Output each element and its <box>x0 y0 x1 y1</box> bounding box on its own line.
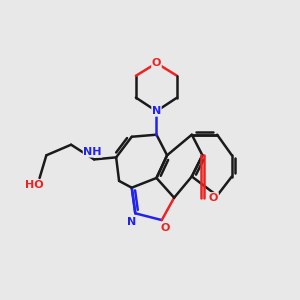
Text: O: O <box>209 193 218 203</box>
Text: O: O <box>152 58 161 68</box>
Text: N: N <box>127 217 136 226</box>
Text: NH: NH <box>83 147 102 157</box>
Text: O: O <box>160 223 169 233</box>
Text: HO: HO <box>25 180 44 190</box>
Text: N: N <box>152 106 161 116</box>
